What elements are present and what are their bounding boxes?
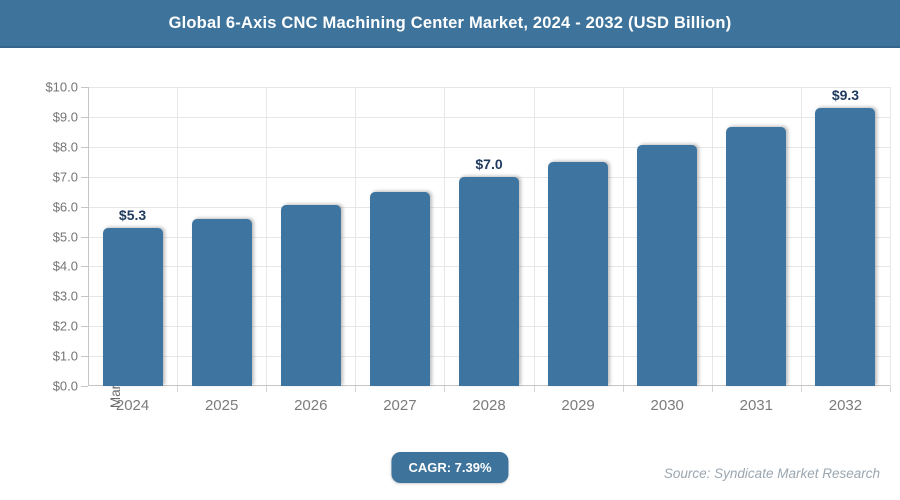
x-tick-label: 2028: [472, 397, 506, 414]
y-tick-mark: [81, 356, 88, 358]
gridline-h: [88, 87, 890, 88]
x-tick-label: 2025: [204, 397, 239, 414]
gridline-v: [444, 87, 446, 386]
bar: [459, 176, 519, 386]
bar-value-label: $7.0: [475, 155, 503, 172]
y-tick-label: $10.0: [45, 79, 78, 95]
gridline-h: [88, 146, 890, 148]
gridline-v: [533, 87, 535, 386]
y-tick-label: $4.0: [52, 258, 78, 274]
gridline-v: [622, 87, 624, 386]
bar: [369, 191, 430, 386]
bar: [191, 218, 252, 386]
chart-title-bar: Global 6-Axis CNC Machining Center Marke…: [0, 0, 900, 48]
x-tick-mark: [890, 386, 891, 392]
gridline-v: [890, 87, 891, 386]
y-tick-mark: [81, 116, 88, 118]
y-tick-mark: [81, 266, 88, 268]
y-tick-mark: [81, 87, 88, 88]
x-tick-mark: [711, 386, 713, 392]
bar: [726, 127, 787, 386]
y-tick-label: $7.0: [52, 169, 78, 185]
y-tick-label: $3.0: [52, 288, 78, 304]
x-tick-label: 2024: [115, 397, 150, 414]
x-tick-label: 2030: [650, 397, 684, 414]
x-tick-mark: [444, 386, 446, 392]
y-tick-label: $0.0: [52, 378, 78, 394]
cagr-badge: CAGR: 7.39%: [391, 452, 509, 483]
bar: [637, 145, 698, 386]
y-tick-mark: [81, 326, 88, 328]
gridline-v: [266, 87, 268, 386]
x-tick-label: 2026: [294, 397, 328, 414]
gridline-v: [711, 87, 713, 386]
y-tick-label: $2.0: [52, 318, 78, 334]
bar: [548, 161, 609, 386]
bar: [102, 227, 163, 386]
x-tick-mark: [355, 386, 357, 392]
x-tick-label: 2031: [739, 397, 773, 414]
bar: [280, 205, 341, 386]
gridline-v: [177, 87, 179, 386]
x-tick-label: 2032: [828, 397, 863, 414]
y-tick-label: $5.0: [52, 229, 78, 244]
y-tick-mark: [81, 206, 88, 208]
gridline-v: [355, 87, 357, 386]
x-tick-mark: [533, 386, 535, 392]
y-tick-mark: [81, 176, 88, 178]
x-tick-mark: [800, 386, 802, 392]
y-tick-label: $9.0: [52, 109, 78, 125]
gridline-h: [88, 116, 890, 118]
y-tick-label: $8.0: [52, 139, 78, 155]
y-axis-line: [88, 87, 89, 386]
y-tick-mark: [81, 296, 88, 298]
chart-title: Global 6-Axis CNC Machining Center Marke…: [168, 13, 732, 32]
source-note: Source: Syndicate Market Research: [663, 466, 880, 481]
y-tick-mark: [81, 386, 88, 387]
bar: [815, 107, 876, 386]
gridline-v: [800, 87, 802, 386]
x-tick-label: 2027: [383, 397, 417, 414]
y-tick-mark: [81, 146, 88, 148]
x-tick-mark: [266, 386, 268, 392]
plot-area: Market Size (USD Billion) $0.0$1.0$2.0$3…: [45, 80, 891, 414]
y-tick-label: $6.0: [52, 199, 78, 215]
bar-value-label: $9.3: [831, 86, 860, 103]
bar-value-label: $5.3: [118, 206, 147, 223]
x-tick-label: 2029: [561, 397, 595, 414]
x-tick-mark: [622, 386, 624, 392]
y-tick-label: $1.0: [52, 348, 78, 364]
y-tick-mark: [81, 236, 88, 238]
x-tick-mark: [177, 386, 179, 392]
